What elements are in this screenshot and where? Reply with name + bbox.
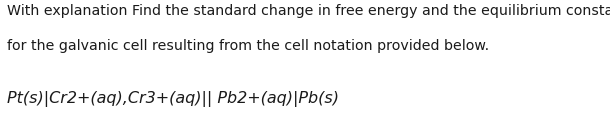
Text: for the galvanic cell resulting from the cell notation provided below.: for the galvanic cell resulting from the… bbox=[7, 39, 489, 53]
Text: With explanation Find the standard change in free energy and the equilibrium con: With explanation Find the standard chang… bbox=[7, 4, 610, 18]
Text: Pt(s)|Cr2+(aq),Cr3+(aq)|| Pb2+(aq)|Pb(s): Pt(s)|Cr2+(aq),Cr3+(aq)|| Pb2+(aq)|Pb(s) bbox=[7, 91, 339, 107]
